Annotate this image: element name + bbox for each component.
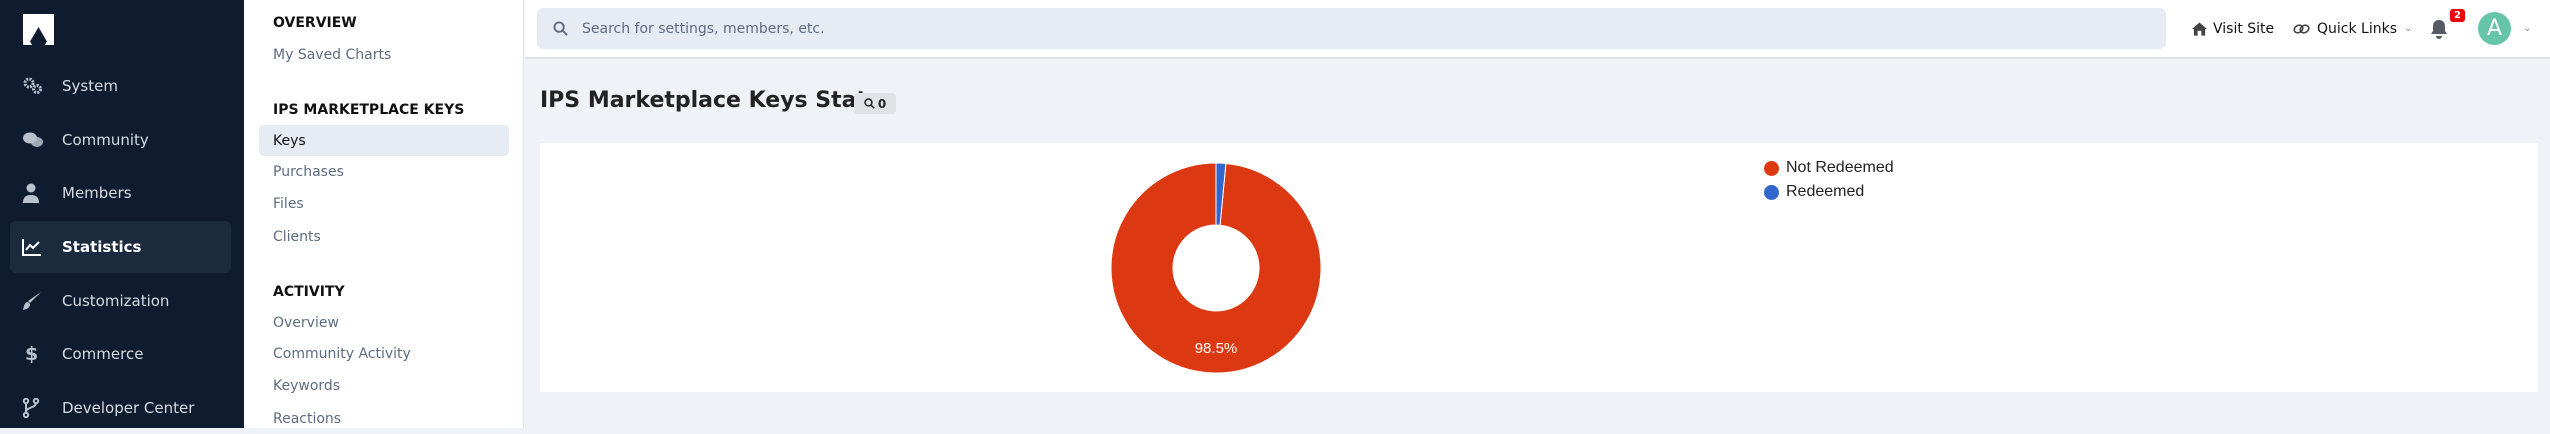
pie-slice-not-redeemed[interactable] bbox=[1110, 162, 1322, 374]
subnav-item[interactable]: Community Activity bbox=[273, 345, 411, 362]
search-icon bbox=[553, 21, 568, 36]
sub-navigation: OVERVIEW My Saved Charts IPS MARKETPLACE K… bbox=[244, 0, 524, 428]
data-label: 98.5% bbox=[1195, 340, 1238, 357]
sidebar-item-label: Members bbox=[62, 184, 132, 202]
search-placeholder: Search for settings, members, etc. bbox=[582, 20, 825, 37]
main-sidebar: System Community Members Statistics Customiz… bbox=[0, 0, 244, 428]
legend-item-redeemed[interactable]: Redeemed bbox=[1764, 183, 1864, 201]
quick-links-label: Quick Links bbox=[2317, 20, 2398, 37]
subnav-item[interactable]: Keywords bbox=[273, 377, 341, 394]
user-icon bbox=[22, 183, 62, 203]
legend-swatch bbox=[1764, 160, 1779, 176]
visit-site-link[interactable]: Visit Site bbox=[2192, 0, 2274, 57]
legend-label: Not Redeemed bbox=[1786, 159, 1894, 176]
sidebar-item-label: System bbox=[62, 77, 118, 95]
sidebar-item-commerce[interactable]: $ Commerce bbox=[10, 328, 231, 380]
visit-site-label: Visit Site bbox=[2213, 20, 2275, 37]
subnav-item[interactable]: Overview bbox=[273, 314, 339, 331]
chevron-down-icon: ⌄ bbox=[2404, 23, 2413, 34]
notifications-button[interactable]: 2 bbox=[2430, 0, 2470, 57]
account-menu[interactable]: A ⌄ bbox=[2478, 0, 2531, 57]
sidebar-item-developer-center[interactable]: Developer Center bbox=[10, 382, 231, 434]
sidebar-item-members[interactable]: Members bbox=[10, 167, 231, 219]
home-icon bbox=[2192, 21, 2207, 36]
search-count-badge[interactable]: 0 bbox=[854, 93, 896, 114]
chart-card: 98.5% Not Redeemed Redeemed bbox=[540, 143, 2538, 392]
comments-icon bbox=[22, 131, 62, 149]
sidebar-item-label: Customization bbox=[62, 292, 170, 310]
page-title: IPS Marketplace Keys Status bbox=[540, 88, 896, 113]
legend-swatch bbox=[1764, 184, 1779, 200]
sidebar-item-label: Community bbox=[62, 131, 149, 149]
search-count: 0 bbox=[877, 96, 887, 111]
search-input[interactable]: Search for settings, members, etc. bbox=[537, 8, 2166, 49]
dollar-icon: $ bbox=[25, 343, 39, 365]
subnav-heading: IPS MARKETPLACE KEYS bbox=[273, 102, 465, 118]
quick-links-button[interactable]: Quick Links ⌄ bbox=[2293, 0, 2412, 57]
pie-slice-redeemed[interactable] bbox=[1215, 162, 1227, 226]
donut-chart: 98.5% bbox=[1110, 162, 1322, 374]
sidebar-item-statistics[interactable]: Statistics bbox=[10, 221, 231, 273]
brush-icon bbox=[22, 291, 62, 311]
avatar: A bbox=[2478, 12, 2511, 45]
sidebar-item-system[interactable]: System bbox=[10, 60, 231, 112]
chevron-down-icon: ⌄ bbox=[2523, 23, 2532, 34]
sidebar-item-label: Statistics bbox=[62, 238, 142, 256]
sidebar-item-label: Developer Center bbox=[62, 399, 195, 417]
subnav-heading: OVERVIEW bbox=[273, 15, 357, 31]
branch-icon bbox=[22, 398, 62, 418]
subnav-heading: ACTIVITY bbox=[273, 284, 345, 300]
link-icon bbox=[2293, 23, 2310, 34]
search-icon bbox=[864, 98, 875, 109]
top-header: Search for settings, members, etc. Visit… bbox=[525, 0, 2550, 59]
sidebar-item-community[interactable]: Community bbox=[10, 114, 231, 166]
legend-label: Redeemed bbox=[1786, 183, 1865, 200]
subnav-item[interactable]: Clients bbox=[273, 228, 321, 245]
gears-icon bbox=[22, 77, 62, 95]
sidebar-item-customization[interactable]: Customization bbox=[10, 275, 231, 327]
subnav-item[interactable]: Files bbox=[273, 195, 304, 212]
subnav-item[interactable]: Purchases bbox=[273, 163, 344, 180]
legend-item-not-redeemed[interactable]: Not Redeemed bbox=[1764, 159, 1894, 177]
bell-icon bbox=[2431, 19, 2447, 39]
notification-count-badge: 2 bbox=[2450, 9, 2465, 22]
subnav-item[interactable]: My Saved Charts bbox=[273, 46, 392, 63]
subnav-item[interactable]: Reactions bbox=[273, 410, 342, 427]
chart-line-icon bbox=[22, 238, 62, 256]
sidebar-item-label: Commerce bbox=[62, 345, 144, 363]
subnav-item[interactable]: Keys bbox=[259, 125, 509, 156]
logo[interactable] bbox=[23, 14, 54, 49]
